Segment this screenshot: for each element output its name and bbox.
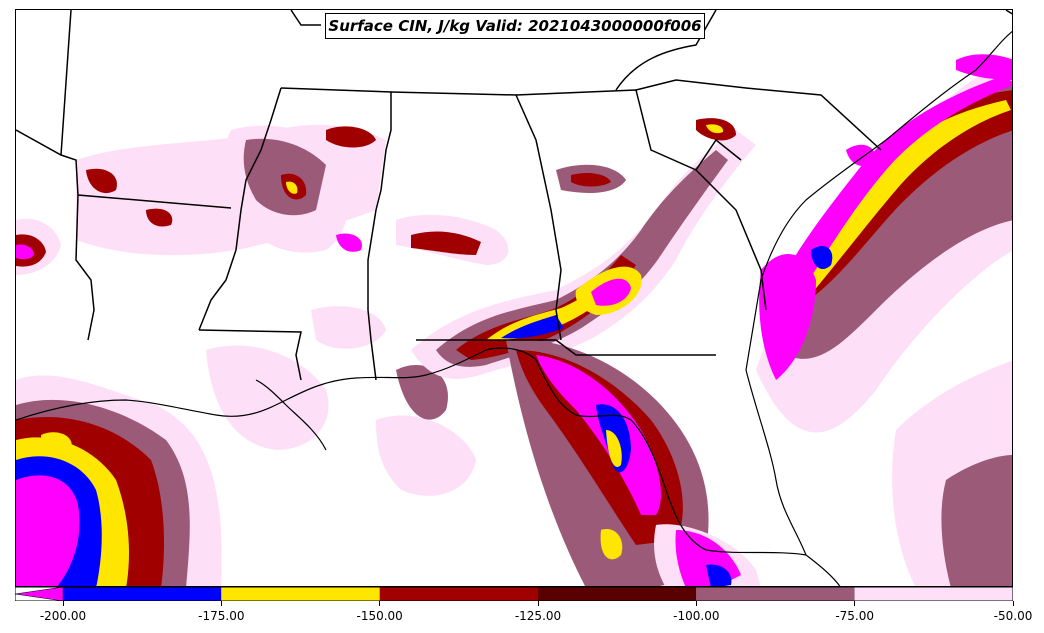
cin-region-central-band [411,130,756,379]
cin-region-atlantic [756,56,1012,433]
cin-region-florida [506,339,761,586]
colorbar-tick-label: -75.00 [835,609,874,623]
colorbar-segment [696,587,855,601]
colorbar-tick-mark [220,601,222,606]
cin-region-gulf-weak [206,306,476,496]
colorbar-tick-label: -200.00 [39,609,87,623]
colorbar-tick-label: -175.00 [198,609,245,623]
colorbar-segments [15,587,1013,601]
colorbar-segment [538,587,697,601]
colorbar-tick-mark [537,601,539,606]
colorbar-segment [379,587,538,601]
colorbar-tick-label: -50.00 [993,609,1033,623]
colorbar-tick-mark [695,601,697,606]
colorbar-tick-mark [62,601,64,606]
map-title: Surface CIN, J/kg Valid: 2021043000000f0… [325,13,705,39]
colorbar-tick-label: -150.00 [356,609,403,623]
cin-region-offshore [892,360,1012,586]
colorbar-tick-mark [1012,601,1014,606]
cin-contour-map [16,10,1012,586]
map-area [15,9,1013,587]
colorbar-segment [63,587,222,601]
colorbar-segment [854,587,1013,601]
colorbar-extend-arrow [15,587,64,601]
coastline [16,30,1012,586]
colorbar-tick-label: -125.00 [514,609,562,623]
colorbar-tick-mark [854,601,856,606]
state-boundaries [16,10,1012,381]
colorbar-segment [221,587,380,601]
colorbar [15,587,1013,601]
cin-region-north-cells [16,54,1012,275]
colorbar-tick-mark [379,601,381,606]
colorbar-tick-label: -100.00 [673,609,720,623]
cin-region-west-gulf [16,375,222,586]
